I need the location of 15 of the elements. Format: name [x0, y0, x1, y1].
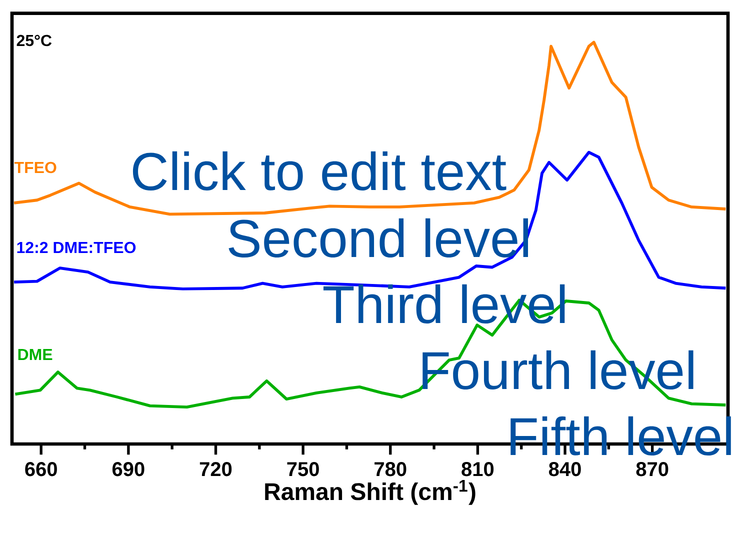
- x-tick-label: 780: [374, 462, 406, 476]
- x-tick-label: 690: [112, 462, 144, 476]
- x-tick-label: 660: [25, 462, 57, 476]
- series-label: DME: [18, 349, 52, 360]
- x-tick-label: 810: [462, 462, 494, 476]
- x-tick-label: 870: [636, 462, 668, 476]
- series-label: 12:2 DME:TFEO: [17, 242, 136, 254]
- annotation: 25°C: [16, 34, 52, 46]
- x-tick-label: 720: [200, 462, 232, 476]
- annotation: Click to edit text: [132, 151, 506, 191]
- annotation: Third level: [323, 284, 565, 324]
- series-label: TFEO: [14, 162, 56, 174]
- x-axis-title: Raman Shift (cm$^{-1}$): [265, 480, 476, 505]
- x-tick-label: 840: [548, 462, 581, 476]
- x-tick-label: 750: [287, 462, 319, 476]
